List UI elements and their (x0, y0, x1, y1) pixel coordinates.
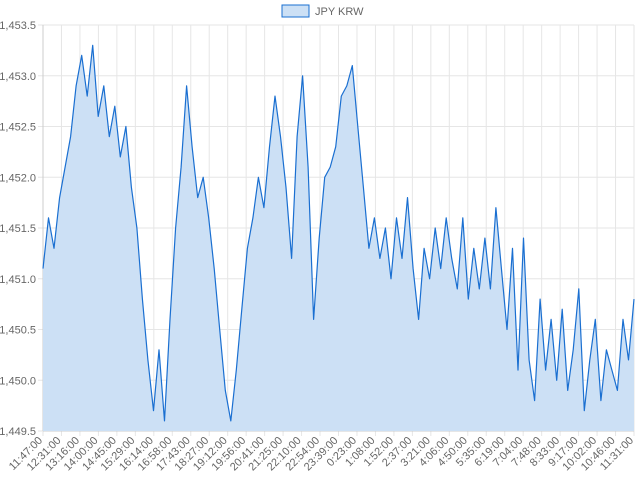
y-tick-label: 1,450.5 (0, 325, 36, 337)
legend-swatch (281, 4, 310, 18)
plot-area (42, 44, 635, 432)
x-axis: 11:47:0012:31:0013:16:0014:00:0014:45:00… (7, 430, 636, 473)
y-tick-label: 1,451.0 (0, 274, 36, 286)
legend-label: JPY KRW (315, 6, 364, 18)
y-tick-label: 1,452.0 (0, 172, 36, 184)
y-tick-label: 1,453.0 (0, 71, 36, 83)
legend[interactable]: JPY KRW (281, 4, 364, 18)
y-axis: 1,453.5 1,453.0 1,452.5 1,452.0 1,451.5 1,451… (0, 20, 44, 438)
y-tick-label: 1,451.5 (0, 223, 36, 235)
y-tick-label: 1,453.5 (0, 20, 36, 32)
series-area (43, 45, 634, 432)
series-line[interactable] (42, 44, 635, 422)
y-tick-label: 1,452.5 (0, 122, 36, 134)
y-tick-label: 1,450.0 (0, 375, 36, 387)
y-tick-label: 1,449.5 (0, 426, 36, 438)
